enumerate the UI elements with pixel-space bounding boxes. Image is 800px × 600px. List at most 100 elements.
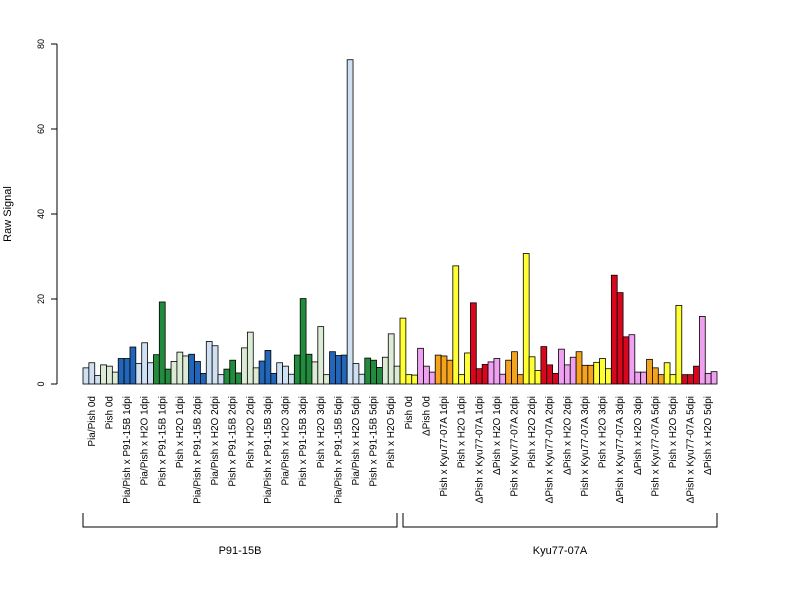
- group-label: P91-15B: [219, 545, 262, 557]
- bar: [428, 371, 436, 385]
- y-tick-label: 80: [36, 39, 46, 49]
- bar: [405, 374, 413, 385]
- bar: [698, 316, 706, 385]
- bar: [563, 364, 571, 385]
- bar: [282, 365, 289, 385]
- bar: [569, 356, 577, 385]
- bar: [434, 354, 442, 385]
- x-tick-label: Pish x P91-15B 2dpi: [228, 396, 239, 487]
- bar: [329, 351, 336, 385]
- x-tick-label: ΔPish x H2O 2dpi: [562, 396, 573, 475]
- bar: [411, 374, 419, 385]
- y-tick-label: 0: [36, 381, 46, 386]
- bar: [622, 336, 630, 385]
- bar: [487, 361, 495, 385]
- bar: [317, 326, 325, 385]
- bar: [704, 372, 712, 385]
- x-tick-label: Pish x H2O 5dpi: [668, 396, 679, 468]
- bar: [499, 373, 507, 385]
- bar: [364, 357, 372, 385]
- bar: [593, 361, 600, 385]
- bar: [652, 367, 659, 385]
- x-tick-label: Pia/Pish 0d: [87, 396, 98, 447]
- bar: [440, 355, 448, 385]
- x-tick-label: Pish x Kyu77-07A 5dpi: [650, 396, 661, 497]
- bar: [158, 301, 166, 385]
- bar: [252, 367, 260, 385]
- bar: [188, 353, 195, 385]
- bar: [293, 354, 301, 385]
- bar: [610, 274, 618, 385]
- bar: [628, 334, 636, 385]
- bar: [276, 362, 283, 385]
- bar: [246, 331, 254, 385]
- bar: [229, 359, 237, 385]
- bar: [340, 354, 348, 385]
- bar: [634, 371, 642, 385]
- bar: [205, 341, 213, 385]
- y-tick-label: 60: [36, 124, 46, 134]
- bar: [223, 368, 231, 385]
- y-axis-label: Raw Signal: [2, 186, 14, 242]
- bar: [111, 371, 119, 385]
- bar: [710, 371, 718, 385]
- bar: [370, 359, 377, 385]
- bar: [646, 358, 653, 385]
- x-tick-label: Pia/Pish x P91-15B 5dpi: [333, 396, 344, 504]
- bar: [129, 346, 137, 385]
- x-tick-label: Pia/Pish x H2O 2dpi: [210, 396, 221, 486]
- x-tick-label: Pish x H2O 3dpi: [598, 396, 609, 468]
- x-tick-label: Pish x Kyu77-07A 3dpi: [580, 396, 591, 497]
- bar: [687, 374, 694, 385]
- x-tick-label: ΔPish x H2O 1dpi: [492, 396, 503, 475]
- y-tick-label: 20: [36, 294, 46, 304]
- bar: [522, 253, 530, 385]
- bar: [147, 362, 154, 385]
- x-tick-label: Pish x P91-15B 5dpi: [369, 396, 380, 487]
- y-axis: 0 20 40 60 80: [36, 39, 58, 387]
- bar: [264, 350, 272, 385]
- x-tick-label: Pish x P91-15B 1dpi: [157, 396, 168, 487]
- bar: [675, 304, 683, 385]
- bar: [170, 361, 178, 385]
- x-tick-label: Pish x Kyu77-07A 1dpi: [439, 396, 450, 497]
- x-tick-label: Pia/Pish x H2O 5dpi: [351, 396, 362, 486]
- bar: [141, 342, 148, 385]
- x-tick-label: ΔPish x Kyu77-07A 3dpi: [615, 396, 626, 503]
- bar: [517, 374, 524, 385]
- bar: [693, 365, 700, 385]
- bar: [241, 347, 248, 385]
- bar: [358, 373, 366, 385]
- bar: [581, 364, 589, 385]
- x-tick-label: ΔPish x Kyu77-07A 1dpi: [474, 396, 485, 503]
- y-tick-label: 40: [36, 209, 46, 219]
- bar: [135, 363, 143, 385]
- bar: [258, 360, 266, 385]
- x-tick-label: ΔPish x H2O 3dpi: [633, 396, 644, 475]
- bar: [605, 368, 612, 385]
- bar: [552, 372, 559, 385]
- x-tick-label: Pish x Kyu77-07A 2dpi: [509, 396, 520, 497]
- bar: [505, 359, 512, 385]
- x-tick-label: Pish 0d: [404, 396, 415, 429]
- bar: [311, 361, 319, 385]
- bar: [423, 365, 430, 385]
- bar: [452, 265, 460, 385]
- bar: [464, 352, 471, 385]
- bar: [381, 356, 389, 385]
- x-tick-label: Pish x P91-15B 3dpi: [298, 396, 309, 487]
- bar: [669, 374, 677, 385]
- bar: [599, 358, 606, 385]
- bar: [235, 372, 242, 385]
- bar: [657, 374, 665, 385]
- x-tick-label: Pia/Pish x P91-15B 3dpi: [263, 396, 274, 504]
- x-tick-label: Pish x H2O 5dpi: [386, 396, 397, 468]
- bar: [546, 364, 554, 385]
- x-tick-label: Pish x H2O 3dpi: [316, 396, 327, 468]
- group-brackets: P91-15B Kyu77-07A: [82, 513, 718, 557]
- bar: [475, 368, 483, 385]
- group-bracket: [82, 513, 398, 528]
- bar: [270, 372, 278, 385]
- bar: [534, 369, 542, 385]
- x-tick-label: ΔPish x Kyu77-07A 5dpi: [686, 396, 697, 503]
